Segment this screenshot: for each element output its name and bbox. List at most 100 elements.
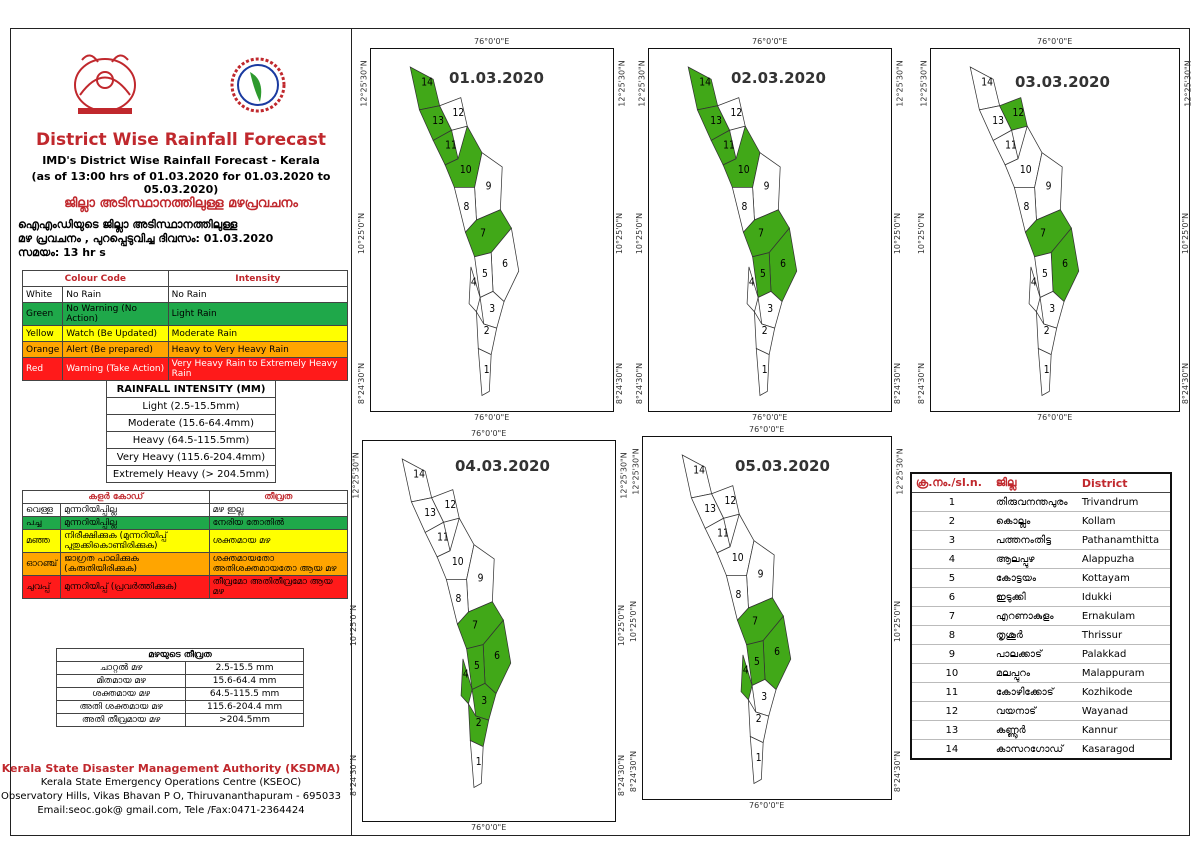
mal-line-2: മഴ പ്രവചനം , പുറപ്പെടുവിച്ച ദിവസം: 01.03… bbox=[18, 232, 274, 245]
district-label: 10 bbox=[732, 553, 744, 565]
district-label: 2 bbox=[484, 326, 490, 338]
district-label: 13 bbox=[424, 508, 436, 520]
district-label: 13 bbox=[432, 116, 444, 128]
district-label: 4 bbox=[743, 665, 749, 677]
district-number: 6 bbox=[911, 587, 992, 607]
ri-row: Light (2.5-15.5mm) bbox=[106, 397, 276, 415]
district-row: 10 മലപ്പുറം Malappuram bbox=[911, 663, 1171, 683]
district-shape-3 bbox=[751, 678, 777, 717]
district-label: 8 bbox=[742, 201, 748, 213]
cc-intensity: Moderate Rain bbox=[167, 325, 349, 342]
mc-row: പച്ച മുന്നറിയിപ്പില്ല നേരിയ തോതിൽ bbox=[21, 516, 349, 530]
cc-header-colour: Colour Code bbox=[22, 270, 169, 287]
map-date: 03.03.2020 bbox=[1015, 73, 1110, 91]
district-label: 10 bbox=[460, 165, 472, 177]
district-shape-2 bbox=[753, 310, 776, 356]
kerala-map: 14 13 12 11 10 9 8 7 6 54 3 2 1 bbox=[401, 458, 512, 789]
forecast-map-panel: 03.03.2020 14 13 12 11 10 9 8 7 6 5 4 3 2 1 76°0'0"E 76°… bbox=[917, 37, 1193, 422]
district-row: 8 തൃശൂർ Thrissur bbox=[911, 625, 1171, 645]
lat-label-right: 12°25'30"N bbox=[895, 448, 905, 495]
district-shape-1 bbox=[749, 735, 764, 785]
district-label: 9 bbox=[764, 181, 770, 193]
district-en: Trivandrum bbox=[1077, 492, 1171, 512]
lon-label-bottom: 76°0'0"E bbox=[749, 801, 785, 810]
mc-colour: പച്ച bbox=[21, 516, 62, 530]
district-row: 6 ഇടുക്കി Idukki bbox=[911, 587, 1171, 607]
mi-value: 115.6-204.4 mm bbox=[185, 700, 304, 714]
lat-label-left: 8°24'30"N bbox=[349, 754, 359, 797]
district-label: 11 bbox=[445, 140, 457, 152]
dt-header-mal: ജില്ല bbox=[991, 473, 1078, 493]
district-en: Kasaragod bbox=[1077, 739, 1171, 760]
cc-row: Green No Warning (No Action) Light Rain bbox=[21, 302, 349, 326]
district-en: Idukki bbox=[1077, 587, 1171, 607]
malayalam-title: ജില്ലാ അടിസ്ഥാനത്തിലുള്ള മഴപ്രവചനം bbox=[64, 196, 298, 211]
district-shape-2 bbox=[475, 310, 498, 356]
district-label: 1 bbox=[756, 753, 762, 765]
district-en: Pathanamthitta bbox=[1077, 530, 1171, 550]
lat-label-right: 12°25'30"N bbox=[1183, 60, 1193, 107]
district-label: 3 bbox=[761, 691, 767, 703]
district-label: 7 bbox=[758, 228, 764, 240]
cc-intensity: Heavy to Very Heavy Rain bbox=[167, 341, 349, 358]
district-label: 1 bbox=[1044, 365, 1050, 377]
district-shape-3 bbox=[471, 682, 497, 721]
mi-label: അതി ശക്തമായ മഴ bbox=[55, 700, 187, 714]
mi-title: മഴയുടെ തീവ്രത bbox=[56, 648, 304, 662]
district-label: 7 bbox=[752, 616, 758, 628]
mc-row: മഞ്ഞ നിരീക്ഷിക്കുക (മുന്നറിയിപ്പ് പുതുക്ക… bbox=[21, 529, 349, 553]
district-mal: തൃശൂർ bbox=[991, 625, 1078, 645]
lat-label-left: 8°24'30"N bbox=[357, 362, 367, 405]
district-label: 14 bbox=[413, 469, 425, 481]
cc-row: Yellow Watch (Be Updated) Moderate Rain bbox=[21, 325, 349, 342]
district-shape-2 bbox=[1035, 310, 1058, 356]
lon-label-top: 76°0'0"E bbox=[471, 429, 507, 438]
lat-label-right: 12°25'30"N bbox=[895, 60, 905, 107]
district-label: 10 bbox=[738, 165, 750, 177]
mi-value: 15.6-64.4 mm bbox=[185, 674, 304, 688]
dt-header-sl: ക്ര.നം./sl.n. bbox=[911, 473, 992, 493]
district-en: Palakkad bbox=[1077, 644, 1171, 664]
district-number: 8 bbox=[911, 625, 992, 645]
district-number: 14 bbox=[911, 739, 992, 760]
district-label: 9 bbox=[478, 573, 484, 585]
district-label: 14 bbox=[699, 77, 711, 89]
district-label: 2 bbox=[756, 714, 762, 726]
malayalam-intensity-table: മഴയുടെ തീവ്രത ചാറ്റൽ മഴ 2.5-15.5 mm മിതമായ… bbox=[55, 648, 304, 727]
district-row: 7 എറണാകുളം Ernakulam bbox=[911, 606, 1171, 626]
district-shape-1 bbox=[469, 739, 484, 789]
lat-label-right: 8°24'30"N bbox=[893, 362, 903, 405]
district-label: 4 bbox=[1031, 277, 1037, 289]
cc-action: Watch (Be Updated) bbox=[62, 325, 169, 342]
mi-row: ചാറ്റൽ മഴ 2.5-15.5 mm bbox=[55, 661, 304, 675]
map-date: 02.03.2020 bbox=[731, 69, 826, 87]
lat-label-left: 8°24'30"N bbox=[917, 362, 927, 405]
lat-label-right: 8°24'30"N bbox=[893, 750, 903, 793]
mc-intensity: ശക്തമായതോ അതിശക്തമായതോ ആയ മഴ bbox=[208, 552, 349, 576]
district-mal: കോട്ടയം bbox=[991, 568, 1078, 588]
lon-label-bottom: 76°0'0"E bbox=[752, 413, 788, 422]
district-number: 7 bbox=[911, 606, 992, 626]
forecast-map-panel: 02.03.2020 14 13 12 11 10 9 8 7 6 5 4 3 2 1 76°0'0"E 76°… bbox=[635, 37, 905, 422]
district-label: 4 bbox=[463, 669, 469, 681]
district-label: 11 bbox=[717, 528, 729, 540]
district-table: ക്ര.നം./sl.n. ജില്ല District 1 തിരുവനന്തപ… bbox=[910, 472, 1172, 760]
mi-row: അതി തീവ്രമായ മഴ >204.5mm bbox=[55, 713, 304, 727]
lat-label-right: 10°25'0"N bbox=[893, 212, 903, 255]
district-en: Malappuram bbox=[1077, 663, 1171, 683]
mi-row: ശക്തമായ മഴ 64.5-115.5 mm bbox=[55, 687, 304, 701]
lat-label-left: 10°25'0"N bbox=[357, 212, 367, 255]
district-en: Ernakulam bbox=[1077, 606, 1171, 626]
lat-label-left: 12°25'30"N bbox=[631, 448, 641, 495]
lat-label-left: 10°25'0"N bbox=[629, 600, 639, 643]
mc-action: മുന്നറിയിപ്പില്ല bbox=[60, 503, 210, 517]
mc-colour: ഓറഞ്ച് bbox=[21, 552, 62, 576]
lat-label-right: 10°25'0"N bbox=[1181, 212, 1191, 255]
ksdma-logo-icon bbox=[230, 57, 286, 113]
page-title: District Wise Rainfall Forecast bbox=[36, 130, 326, 150]
district-row: 2 കൊല്ലം Kollam bbox=[911, 511, 1171, 531]
cc-header-intensity: Intensity bbox=[167, 270, 349, 287]
district-shape-3 bbox=[479, 290, 505, 329]
cc-row: White No Rain No Rain bbox=[21, 286, 349, 303]
district-label: 4 bbox=[471, 277, 477, 289]
